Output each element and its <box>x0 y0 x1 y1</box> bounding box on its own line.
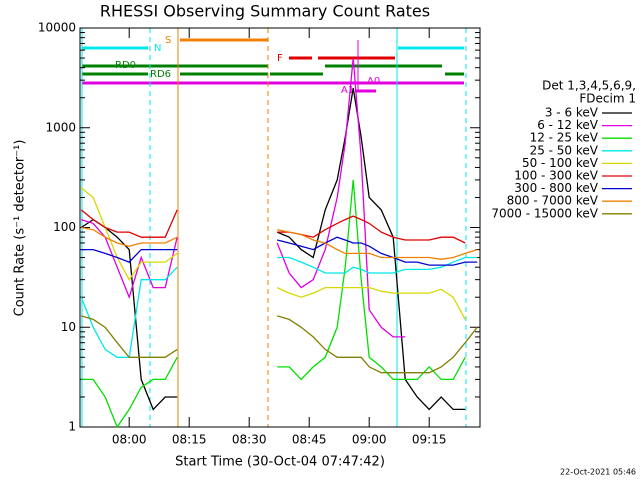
x-tick-label: 08:45 <box>292 433 327 447</box>
y-tick-label: 1000 <box>45 120 76 134</box>
legend-label: 12 - 25 keV <box>530 131 599 145</box>
legend-label: 800 - 7000 keV <box>507 194 599 208</box>
chart-title: RHESSI Observing Summary Count Rates <box>100 2 430 21</box>
y-tick-label: 1 <box>68 420 76 434</box>
y-tick-label: 10 <box>61 320 76 334</box>
legend-label: 100 - 300 keV <box>514 169 598 183</box>
annotation: S <box>165 35 171 46</box>
series-line <box>81 57 406 338</box>
annotation: RD0 <box>115 60 136 71</box>
x-tick-label: 09:00 <box>352 433 387 447</box>
y-tick-label: 100 <box>53 220 76 234</box>
series-line <box>81 179 466 429</box>
annotations: N S F RD0 RD6 A0 A1 <box>115 35 380 96</box>
legend-header: Det 1,3,4,5,6,9, <box>542 79 636 93</box>
x-tick-label: 08:00 <box>112 433 147 447</box>
legend-label: 50 - 100 keV <box>522 156 599 170</box>
series-line <box>81 315 478 374</box>
annotation: F <box>277 53 283 64</box>
legend-label: 6 - 12 keV <box>537 118 599 132</box>
footer: 22-Oct-2021 05:46 <box>560 468 636 477</box>
y-axis-label: Count Rate (s⁻¹ detector⁻¹) <box>13 140 28 317</box>
y-tick-label: 10000 <box>38 21 76 35</box>
annotation: A0 <box>367 76 380 87</box>
series-line <box>80 187 466 320</box>
x-tick-label: 08:15 <box>172 433 207 447</box>
annotation: RD6 <box>150 69 171 80</box>
flags <box>81 28 467 427</box>
legend-label: 3 - 6 keV <box>545 106 599 120</box>
x-tick-label: 08:30 <box>232 433 267 447</box>
x-tick-label: 09:15 <box>412 433 447 447</box>
x-axis-label: Start Time (30-Oct-04 07:47:42) <box>175 455 385 470</box>
legend-header: FDecim 1 <box>579 92 636 106</box>
series-line <box>81 226 478 260</box>
series-line <box>80 209 466 244</box>
legend-label: 7000 - 15000 keV <box>491 206 598 220</box>
series-line <box>81 236 478 266</box>
legend-label: 300 - 800 keV <box>514 181 598 195</box>
annotation: N <box>154 43 161 54</box>
legend-label: 25 - 50 keV <box>530 143 599 157</box>
annotation: A1 <box>341 85 354 96</box>
